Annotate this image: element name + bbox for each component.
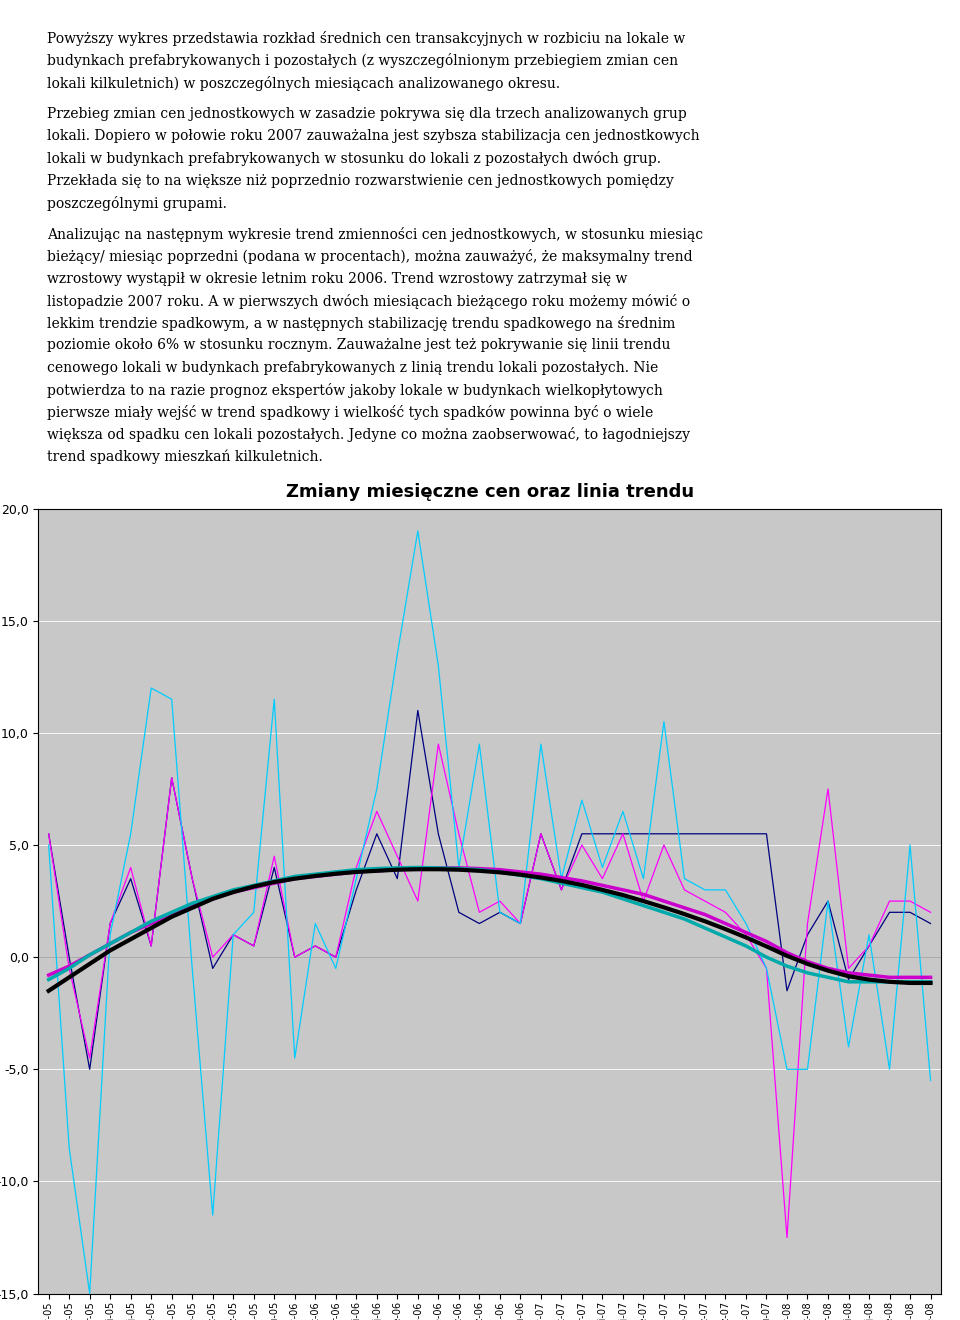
- Text: potwierdza to na razie prognoz ekspertów jakoby lokale w budynkach wielkopłytowy: potwierdza to na razie prognoz ekspertów…: [47, 383, 663, 397]
- Text: Powyższy wykres przedstawia rozkład średnich cen transakcyjnych w rozbiciu na lo: Powyższy wykres przedstawia rozkład śred…: [47, 32, 685, 46]
- Text: lekkim trendzie spadkowym, a w następnych stabilizację trendu spadkowego na śred: lekkim trendzie spadkowym, a w następnyc…: [47, 315, 676, 331]
- Text: cenowego lokali w budynkach prefabrykowanych z linią trendu lokali pozostałych. : cenowego lokali w budynkach prefabrykowa…: [47, 360, 659, 375]
- Text: trend spadkowy mieszkań kilkuletnich.: trend spadkowy mieszkań kilkuletnich.: [47, 450, 324, 465]
- Title: Zmiany miesięczne cen oraz linia trendu: Zmiany miesięczne cen oraz linia trendu: [285, 483, 694, 502]
- Text: większa od spadku cen lokali pozostałych. Jedyne co można zaobserwować, to łagod: większa od spadku cen lokali pozostałych…: [47, 428, 690, 442]
- Text: Przebieg zmian cen jednostkowych w zasadzie pokrywa się dla trzech analizowanych: Przebieg zmian cen jednostkowych w zasad…: [47, 107, 687, 121]
- Text: lokali kilkuletnich) w poszczególnych miesiącach analizowanego okresu.: lokali kilkuletnich) w poszczególnych mi…: [47, 75, 561, 91]
- Text: lokali w budynkach prefabrykowanych w stosunku do lokali z pozostałych dwóch gru: lokali w budynkach prefabrykowanych w st…: [47, 152, 661, 166]
- Text: listopadzie 2007 roku. A w pierwszych dwóch miesiącach bieżącego roku możemy mów: listopadzie 2007 roku. A w pierwszych dw…: [47, 294, 690, 309]
- Text: budynkach prefabrykowanych i pozostałych (z wyszczególnionym przebiegiem zmian c: budynkach prefabrykowanych i pozostałych…: [47, 53, 679, 69]
- Text: poziomie około 6% w stosunku rocznym. Zauważalne jest też pokrywanie się linii t: poziomie około 6% w stosunku rocznym. Za…: [47, 338, 671, 352]
- Text: pierwsze miały wejść w trend spadkowy i wielkość tych spadków powinna być o wiel: pierwsze miały wejść w trend spadkowy i …: [47, 405, 654, 420]
- Text: lokali. Dopiero w połowie roku 2007 zauważalna jest szybsza stabilizacja cen jed: lokali. Dopiero w połowie roku 2007 zauw…: [47, 129, 700, 143]
- Text: poszczególnymi grupami.: poszczególnymi grupami.: [47, 195, 228, 211]
- Text: Przekłada się to na większe niż poprzednio rozwarstwienie cen jednostkowych pomi: Przekłada się to na większe niż poprzedn…: [47, 173, 674, 187]
- Text: Analizując na następnym wykresie trend zmienności cen jednostkowych, w stosunku : Analizując na następnym wykresie trend z…: [47, 227, 704, 242]
- Text: wzrostowy wystąpił w okresie letnim roku 2006. Trend wzrostowy zatrzymał się w: wzrostowy wystąpił w okresie letnim roku…: [47, 272, 628, 285]
- Text: bieżący/ miesiąc poprzedni (podana w procentach), można zauważyć, że maksymalny : bieżący/ miesiąc poprzedni (podana w pro…: [47, 249, 693, 264]
